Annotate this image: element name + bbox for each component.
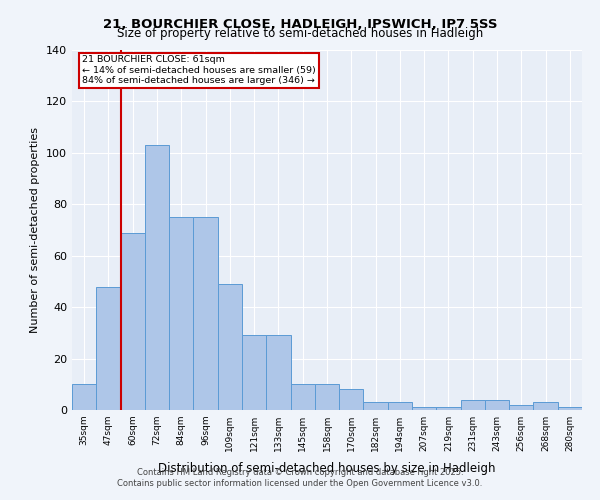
Bar <box>436 408 461 410</box>
Bar <box>218 284 242 410</box>
Bar <box>169 217 193 410</box>
X-axis label: Distribution of semi-detached houses by size in Hadleigh: Distribution of semi-detached houses by … <box>158 462 496 475</box>
Bar <box>558 408 582 410</box>
Bar <box>533 402 558 410</box>
Bar <box>145 145 169 410</box>
Bar <box>485 400 509 410</box>
Bar <box>242 336 266 410</box>
Bar <box>193 217 218 410</box>
Bar <box>121 232 145 410</box>
Bar <box>96 286 121 410</box>
Text: 21, BOURCHIER CLOSE, HADLEIGH, IPSWICH, IP7 5SS: 21, BOURCHIER CLOSE, HADLEIGH, IPSWICH, … <box>103 18 497 30</box>
Bar <box>364 402 388 410</box>
Bar <box>388 402 412 410</box>
Bar <box>339 390 364 410</box>
Bar <box>315 384 339 410</box>
Bar <box>461 400 485 410</box>
Y-axis label: Number of semi-detached properties: Number of semi-detached properties <box>31 127 40 333</box>
Bar <box>509 405 533 410</box>
Bar <box>266 336 290 410</box>
Bar <box>290 384 315 410</box>
Text: Contains HM Land Registry data © Crown copyright and database right 2025.
Contai: Contains HM Land Registry data © Crown c… <box>118 468 482 487</box>
Text: 21 BOURCHIER CLOSE: 61sqm
← 14% of semi-detached houses are smaller (59)
84% of : 21 BOURCHIER CLOSE: 61sqm ← 14% of semi-… <box>82 56 316 85</box>
Bar <box>72 384 96 410</box>
Bar <box>412 408 436 410</box>
Text: Size of property relative to semi-detached houses in Hadleigh: Size of property relative to semi-detach… <box>117 28 483 40</box>
